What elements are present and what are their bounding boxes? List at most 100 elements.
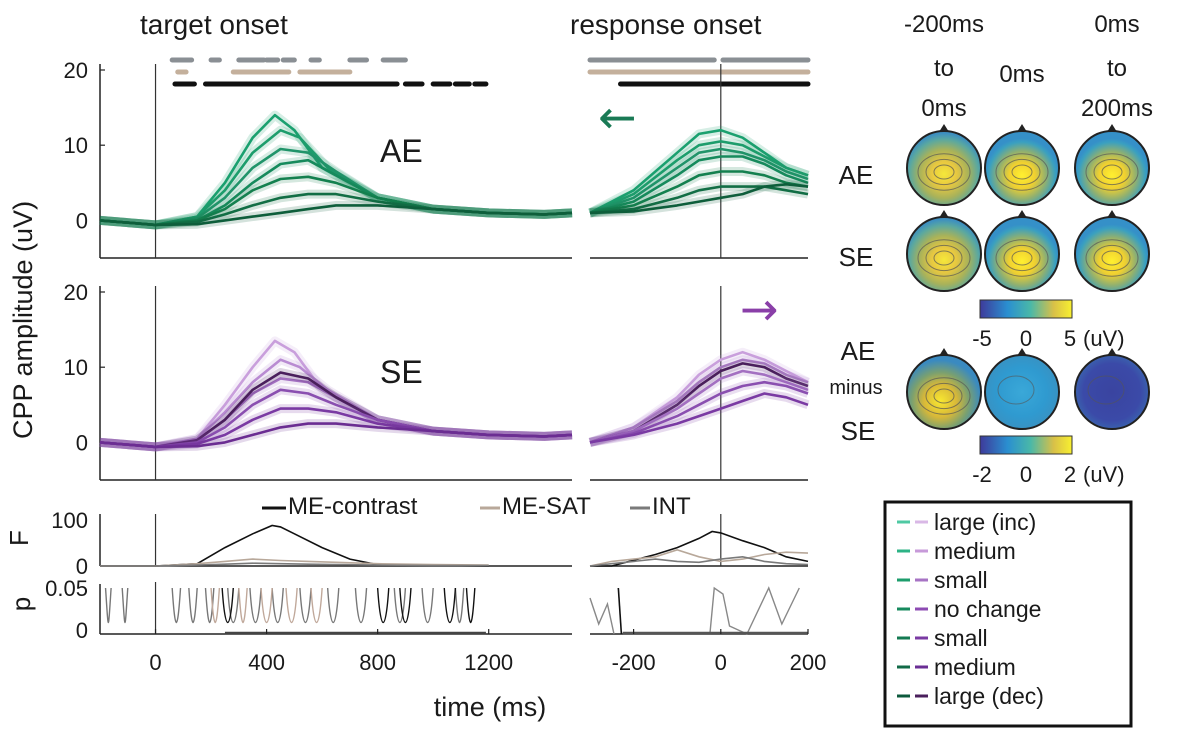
p-trace-0 xyxy=(121,587,129,624)
col2-label: 0ms xyxy=(999,61,1044,88)
p-trace-2 xyxy=(376,587,390,624)
topomap-3 xyxy=(906,210,982,292)
topomap-nose xyxy=(1017,348,1027,356)
col1-label-line3: 0ms xyxy=(921,95,966,122)
p-trace-0 xyxy=(271,587,284,624)
f-series-2-target xyxy=(100,562,489,567)
p-trace-2 xyxy=(465,587,476,624)
topomap-6 xyxy=(906,348,982,430)
topomap-4 xyxy=(984,210,1060,292)
topomap-contour xyxy=(1093,244,1131,272)
f-series-2-response xyxy=(589,555,809,567)
colorbar-2-tick-max: 2 xyxy=(1064,462,1076,487)
topomap-nose xyxy=(1107,124,1117,132)
colorbar-2-tick-min: -2 xyxy=(972,462,992,487)
legend-label-5: medium xyxy=(934,654,1016,680)
topomap-row-label-se: SE xyxy=(839,242,874,272)
p-trace-0 xyxy=(249,587,262,624)
f-series-1-target xyxy=(100,558,489,567)
se-target-panel-ytick-label: 20 xyxy=(64,280,88,305)
topomap-head-8 xyxy=(1074,354,1150,430)
f-series-0-target xyxy=(100,524,489,567)
x-tick-label-target: 1200 xyxy=(464,650,513,675)
p-trace-1 xyxy=(285,587,298,624)
ae-target-panel-series-6-line xyxy=(99,204,573,227)
legend-label-2: small xyxy=(934,567,988,593)
legend-label-1: medium xyxy=(934,538,1016,564)
p-trace-2 xyxy=(221,587,234,624)
topomap-contour xyxy=(997,375,1035,405)
colorbar-1-tick-mid: 0 xyxy=(1020,326,1032,351)
legend-int-label: INT xyxy=(652,493,691,520)
topomap-0 xyxy=(906,124,982,206)
legend-me-sat-label: ME-SAT xyxy=(502,493,591,520)
topomap-2 xyxy=(1074,124,1150,206)
p-trace-0 xyxy=(104,587,112,624)
x-tick-label-response: -200 xyxy=(612,650,656,675)
stats-legend: ME-contrast ME-SAT INT xyxy=(262,493,691,520)
se-response-panel-series-1-line xyxy=(589,358,809,444)
ae-response-panel-series-4-line xyxy=(589,170,809,215)
ae-target-panel-ytick-label: 20 xyxy=(64,58,88,83)
p-trace-1 xyxy=(210,587,221,624)
legend-label-4: small xyxy=(934,625,988,651)
target-onset-title: target onset xyxy=(140,9,288,40)
x-tick-label-response: 0 xyxy=(715,650,727,675)
ae-response-panel-series-1-line xyxy=(589,140,809,215)
x-tick-label-response: 200 xyxy=(790,650,827,675)
topomap-contour xyxy=(1085,239,1139,277)
p-trace-0 xyxy=(393,587,407,624)
topomap-contour xyxy=(995,239,1049,277)
colorbar-1-unit: (uV) xyxy=(1083,326,1125,351)
left-arrow-icon: ← xyxy=(598,90,637,144)
ae-target-panel-ytick-label: 10 xyxy=(64,133,88,158)
f-ytick-label: 100 xyxy=(51,508,88,533)
se-target-panel-ytick-label: 10 xyxy=(64,355,88,380)
col1-label-line1: -200ms xyxy=(904,11,984,38)
p-trace-2 xyxy=(399,587,412,624)
col1-label-line2: to xyxy=(934,55,954,82)
p-trace-0 xyxy=(171,587,182,624)
se-target-panel-ytick-label: 0 xyxy=(76,430,88,455)
diff-label-ae: AE xyxy=(841,336,876,366)
p-trace-0 xyxy=(421,587,434,624)
topomap-nose xyxy=(939,124,949,132)
topomap-1 xyxy=(984,124,1060,206)
y-axis-label: CPP amplitude (uV) xyxy=(8,201,38,439)
p-trace-1 xyxy=(238,587,248,624)
colorbar-2-tick-mid: 0 xyxy=(1020,462,1032,487)
topomap-contour xyxy=(1087,375,1125,405)
topomap-contour xyxy=(933,388,955,404)
f-ytick-label: 0 xyxy=(76,554,88,579)
col3-label-line1: 0ms xyxy=(1094,11,1139,38)
se-panel-label: SE xyxy=(380,354,423,390)
diff-label-minus: minus xyxy=(829,377,882,399)
col3-label-line3: 200ms xyxy=(1081,95,1153,122)
response-onset-title: response onset xyxy=(570,9,762,40)
topomap-nose xyxy=(1107,210,1117,218)
col3-label-line2: to xyxy=(1107,55,1127,82)
right-arrow-icon: → xyxy=(740,282,779,336)
topomap-column-labels: -200ms to 0ms 0ms 0ms to 200ms xyxy=(904,11,1153,122)
p-trace-0 xyxy=(326,587,340,624)
topomap-contour xyxy=(1101,250,1123,266)
ae-target-panel: 0 10 20 xyxy=(64,58,573,259)
topomap-5 xyxy=(1074,210,1150,292)
p-trace-0 xyxy=(354,587,368,624)
topomap-contour xyxy=(1085,153,1139,191)
se-response-panel-series-5-line xyxy=(589,392,809,444)
p-trace-0 xyxy=(188,587,198,624)
topomap-contour xyxy=(917,377,971,415)
legend-label-6: large (dec) xyxy=(934,683,1044,709)
p-axis-label: p xyxy=(6,597,36,611)
condition-legend-box xyxy=(883,500,1133,728)
topomap-row-label-ae: AE xyxy=(839,160,874,190)
topomap-nose xyxy=(939,210,949,218)
condition-legend: large (inc) medium small no change small medi… xyxy=(897,509,1044,709)
ae-response-panel-series-2-line xyxy=(589,147,809,215)
topomap-contour xyxy=(1093,158,1131,186)
x-tick-label-target: 0 xyxy=(149,650,161,675)
topomap-contour xyxy=(917,153,971,191)
topomap-contour xyxy=(925,244,963,272)
p-trace-response-1 xyxy=(617,587,623,635)
